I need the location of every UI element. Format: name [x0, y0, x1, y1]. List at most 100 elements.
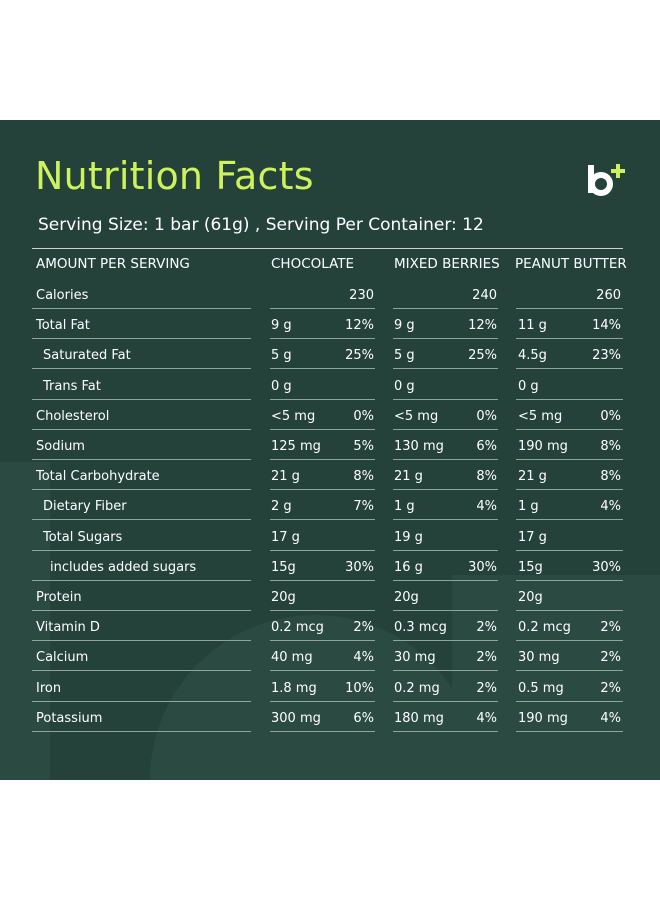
daily-value-percent: 2% [476, 620, 497, 636]
amount-value: <5 mg [271, 408, 316, 424]
row-divider [516, 700, 623, 702]
row-divider [393, 610, 498, 611]
row-divider [32, 700, 251, 702]
amount-value: 1.8 mg [271, 680, 317, 696]
row-divider [32, 640, 251, 642]
amount-value: 2 g [271, 499, 292, 515]
nutrient-label: Total Fat [36, 318, 90, 334]
row-divider [393, 549, 498, 551]
daily-value-percent: 30% [592, 559, 621, 575]
row-divider [32, 519, 251, 521]
nutrient-label: Calcium [36, 650, 89, 666]
row-divider [32, 428, 251, 430]
daily-value-percent: 6% [353, 710, 374, 726]
nutrient-label: includes added sugars [50, 559, 197, 575]
amount-value: 30 mg [518, 650, 560, 666]
brand-logo-icon [588, 164, 625, 196]
row-divider [270, 730, 375, 732]
table-row: Sodium 125 mg 5% 130 mg 6% 190 mg 8% [0, 430, 660, 460]
row-divider [516, 489, 623, 491]
daily-value-percent: 4% [600, 710, 621, 726]
table-row: includes added sugars 15g 30% 16 g 30% 15g 30% [0, 551, 660, 581]
amount-value: <5 mg [518, 408, 563, 424]
table-row: Iron 1.8 mg 10% 0.2 mg 2% 0.5 mg 2% [0, 672, 660, 702]
daily-value-percent: 2% [476, 650, 497, 666]
table-row: Total Carbohydrate 21 g 8% 21 g 8% 21 g 8% [0, 460, 660, 491]
amount-value: 0 g [271, 378, 292, 394]
row-divider [393, 338, 498, 340]
row-divider [393, 579, 498, 581]
amount-value: 130 mg [394, 439, 444, 454]
amount-value: 4.5g [518, 348, 547, 364]
brand-watermark-icon [0, 462, 660, 780]
amount-value: 0.2 mcg [271, 620, 324, 636]
amount-value: 0.3 mcg [394, 620, 447, 636]
row-divider [393, 308, 498, 309]
table-row: Protein 20g 20g 20g [0, 581, 660, 611]
nutrient-label: Dietary Fiber [43, 499, 127, 515]
table-row: Total Sugars 17 g 19 g 17 g [0, 521, 660, 551]
row-divider [32, 398, 251, 400]
nutrient-label: Calories [36, 288, 89, 303]
daily-value-percent: 8% [600, 439, 621, 454]
row-divider [393, 670, 498, 672]
nutrient-label: Sodium [36, 439, 85, 454]
row-divider [393, 640, 498, 642]
amount-value: 9 g [394, 318, 415, 334]
daily-value-percent: 5% [353, 439, 374, 454]
amount-value: 0.2 mg [394, 680, 440, 696]
amount-value: <5 mg [394, 408, 439, 424]
row-divider [270, 368, 375, 370]
daily-value-percent: 260 [596, 288, 621, 303]
page-title: Nutrition Facts [35, 154, 314, 198]
daily-value-percent: 12% [468, 318, 497, 334]
amount-value: 16 g [394, 559, 423, 575]
table-row: Vitamin D 0.2 mcg 2% 0.3 mcg 2% 0.2 mcg 2% [0, 611, 660, 642]
daily-value-percent: 2% [476, 680, 497, 696]
row-divider [270, 549, 375, 551]
amount-value: 15g [271, 559, 296, 575]
row-divider [516, 610, 623, 611]
daily-value-percent: 4% [476, 499, 497, 515]
daily-value-percent: 25% [345, 348, 374, 364]
nutrient-label: Saturated Fat [43, 348, 131, 364]
row-divider [32, 308, 251, 309]
amount-value: 190 mg [518, 439, 568, 454]
row-divider [270, 579, 375, 581]
row-divider [393, 730, 498, 732]
row-divider [270, 398, 375, 400]
daily-value-percent: 2% [600, 650, 621, 666]
amount-value: 190 mg [518, 710, 568, 726]
row-divider [516, 459, 623, 460]
daily-value-percent: 2% [353, 620, 374, 636]
chocolate-column-header: CHOCOLATE [271, 256, 355, 272]
amount-value: 30 mg [394, 650, 436, 666]
table-row: Calcium 40 mg 4% 30 mg 2% 30 mg 2% [0, 641, 660, 672]
daily-value-percent: 2% [600, 620, 621, 636]
row-divider [270, 489, 375, 491]
table-row: Trans Fat 0 g 0 g 0 g [0, 370, 660, 400]
daily-value-percent: 10% [345, 680, 374, 696]
row-divider [32, 549, 251, 551]
row-divider [393, 519, 498, 521]
row-divider [270, 428, 375, 430]
nutrition-panel: Nutrition Facts Serving Size: 1 bar (61g… [0, 120, 660, 780]
amount-value: 15g [518, 559, 543, 575]
row-divider [270, 308, 375, 309]
row-divider [516, 640, 623, 642]
amount-value: 21 g [518, 469, 547, 485]
row-divider [32, 459, 251, 460]
row-divider [270, 338, 375, 340]
amount-value: 0 g [394, 378, 415, 394]
row-divider [516, 549, 623, 551]
daily-value-percent: 14% [592, 318, 621, 334]
row-divider [516, 398, 623, 400]
amount-value: 17 g [271, 529, 300, 545]
header-divider [32, 248, 623, 249]
amount-value: 125 mg [271, 439, 321, 454]
daily-value-percent: 6% [476, 439, 497, 454]
amount-value: 300 mg [271, 710, 321, 726]
daily-value-percent: 8% [476, 469, 497, 485]
row-divider [393, 489, 498, 491]
row-divider [32, 368, 251, 370]
